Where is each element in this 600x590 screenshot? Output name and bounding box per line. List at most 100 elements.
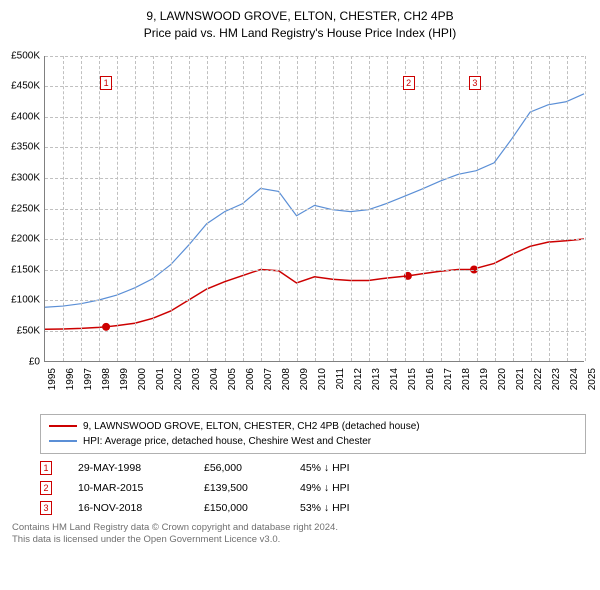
- gridline-v: [135, 56, 136, 361]
- legend-swatch: [49, 440, 77, 442]
- sale-row: 3 16-NOV-2018 £150,000 53% ↓ HPI: [40, 498, 586, 518]
- gridline-v: [369, 56, 370, 361]
- x-tick-label: 2007: [263, 368, 274, 390]
- sale-marker-point: [102, 322, 110, 330]
- footer-line1: Contains HM Land Registry data © Crown c…: [12, 522, 588, 534]
- gridline-v: [513, 56, 514, 361]
- gridline-v: [225, 56, 226, 361]
- sale-date: 16-NOV-2018: [78, 502, 178, 514]
- x-tick-label: 2001: [155, 368, 166, 390]
- x-tick-label: 2021: [515, 368, 526, 390]
- x-tick-label: 2012: [353, 368, 364, 390]
- y-tick-label: £250K: [11, 203, 40, 214]
- chart-area: £0£50K£100K£150K£200K£250K£300K£350K£400…: [4, 48, 596, 408]
- sale-pct-vs-hpi: 45% ↓ HPI: [300, 462, 390, 474]
- chart-title: 9, LAWNSWOOD GROVE, ELTON, CHESTER, CH2 …: [4, 8, 596, 42]
- y-tick-label: £350K: [11, 142, 40, 153]
- sale-marker-box: 3: [469, 76, 481, 90]
- x-tick-label: 2024: [569, 368, 580, 390]
- x-tick-label: 2022: [533, 368, 544, 390]
- gridline-v: [297, 56, 298, 361]
- legend: 9, LAWNSWOOD GROVE, ELTON, CHESTER, CH2 …: [40, 414, 586, 454]
- gridline-v: [567, 56, 568, 361]
- footer-line2: This data is licensed under the Open Gov…: [12, 534, 588, 546]
- gridline-v: [459, 56, 460, 361]
- x-tick-label: 2006: [245, 368, 256, 390]
- x-tick-label: 1995: [47, 368, 58, 390]
- y-tick-label: £400K: [11, 111, 40, 122]
- x-tick-label: 1998: [101, 368, 112, 390]
- x-tick-label: 2019: [479, 368, 490, 390]
- gridline-v: [549, 56, 550, 361]
- sale-row-marker: 1: [40, 461, 52, 475]
- gridline-v: [117, 56, 118, 361]
- gridline-v: [333, 56, 334, 361]
- sale-price: £139,500: [204, 482, 274, 494]
- x-tick-label: 2002: [173, 368, 184, 390]
- x-tick-label: 2016: [425, 368, 436, 390]
- x-tick-label: 2017: [443, 368, 454, 390]
- x-tick-label: 2009: [299, 368, 310, 390]
- gridline-v: [171, 56, 172, 361]
- sale-marker-box: 1: [100, 76, 112, 90]
- x-tick-label: 1999: [119, 368, 130, 390]
- x-tick-label: 1997: [83, 368, 94, 390]
- sale-price: £56,000: [204, 462, 274, 474]
- legend-swatch: [49, 425, 77, 427]
- y-tick-label: £500K: [11, 50, 40, 61]
- title-line1: 9, LAWNSWOOD GROVE, ELTON, CHESTER, CH2 …: [4, 8, 596, 25]
- sale-date: 29-MAY-1998: [78, 462, 178, 474]
- plot-area: 1 2 3: [44, 56, 584, 362]
- gridline-v: [243, 56, 244, 361]
- sale-row-marker: 3: [40, 501, 52, 515]
- sale-row: 210-MAR-2015£139,50049% ↓ HPI: [40, 478, 586, 498]
- y-tick-label: £50K: [17, 325, 40, 336]
- x-tick-label: 2008: [281, 368, 292, 390]
- y-tick-label: £300K: [11, 172, 40, 183]
- y-tick-label: £200K: [11, 234, 40, 245]
- legend-label: 9, LAWNSWOOD GROVE, ELTON, CHESTER, CH2 …: [83, 419, 420, 434]
- title-line2: Price paid vs. HM Land Registry's House …: [4, 25, 596, 42]
- y-tick-label: £450K: [11, 81, 40, 92]
- y-tick-label: £100K: [11, 295, 40, 306]
- x-tick-label: 2023: [551, 368, 562, 390]
- x-tick-label: 2025: [587, 368, 598, 390]
- x-tick-label: 2013: [371, 368, 382, 390]
- sale-row: 1 29-MAY-1998 £56,000 45% ↓ HPI: [40, 458, 586, 478]
- sale-marker-box: 2: [403, 76, 415, 90]
- legend-label: HPI: Average price, detached house, Ches…: [83, 434, 371, 449]
- gridline-v: [207, 56, 208, 361]
- gridline-v: [81, 56, 82, 361]
- x-tick-label: 2011: [335, 368, 346, 390]
- x-tick-label: 2014: [389, 368, 400, 390]
- gridline-v: [441, 56, 442, 361]
- x-axis: 1995199619971998199920002001200220032004…: [44, 364, 584, 408]
- legend-item: 9, LAWNSWOOD GROVE, ELTON, CHESTER, CH2 …: [49, 419, 577, 434]
- gridline-v: [405, 56, 406, 361]
- gridline-v: [351, 56, 352, 361]
- x-tick-label: 1996: [65, 368, 76, 390]
- gridline-v: [261, 56, 262, 361]
- gridline-v: [99, 56, 100, 361]
- x-tick-label: 2000: [137, 368, 148, 390]
- gridline-v: [153, 56, 154, 361]
- sale-row-marker: 2: [40, 481, 52, 495]
- gridline-v: [477, 56, 478, 361]
- x-tick-label: 2018: [461, 368, 472, 390]
- gridline-v: [423, 56, 424, 361]
- gridline-v: [279, 56, 280, 361]
- gridline-v: [387, 56, 388, 361]
- y-axis: £0£50K£100K£150K£200K£250K£300K£350K£400…: [4, 48, 42, 408]
- x-tick-label: 2003: [191, 368, 202, 390]
- x-tick-label: 2010: [317, 368, 328, 390]
- sale-pct-vs-hpi: 53% ↓ HPI: [300, 502, 390, 514]
- gridline-v: [495, 56, 496, 361]
- gridline-v: [63, 56, 64, 361]
- x-tick-label: 2015: [407, 368, 418, 390]
- gridline-v: [531, 56, 532, 361]
- chart-container: 9, LAWNSWOOD GROVE, ELTON, CHESTER, CH2 …: [0, 0, 600, 550]
- sale-date: 10-MAR-2015: [78, 482, 178, 494]
- y-tick-label: £150K: [11, 264, 40, 275]
- sales-table: 1 29-MAY-1998 £56,000 45% ↓ HPI 2 10-MAR-2015…: [40, 458, 586, 518]
- sale-price: £150,000: [204, 502, 274, 514]
